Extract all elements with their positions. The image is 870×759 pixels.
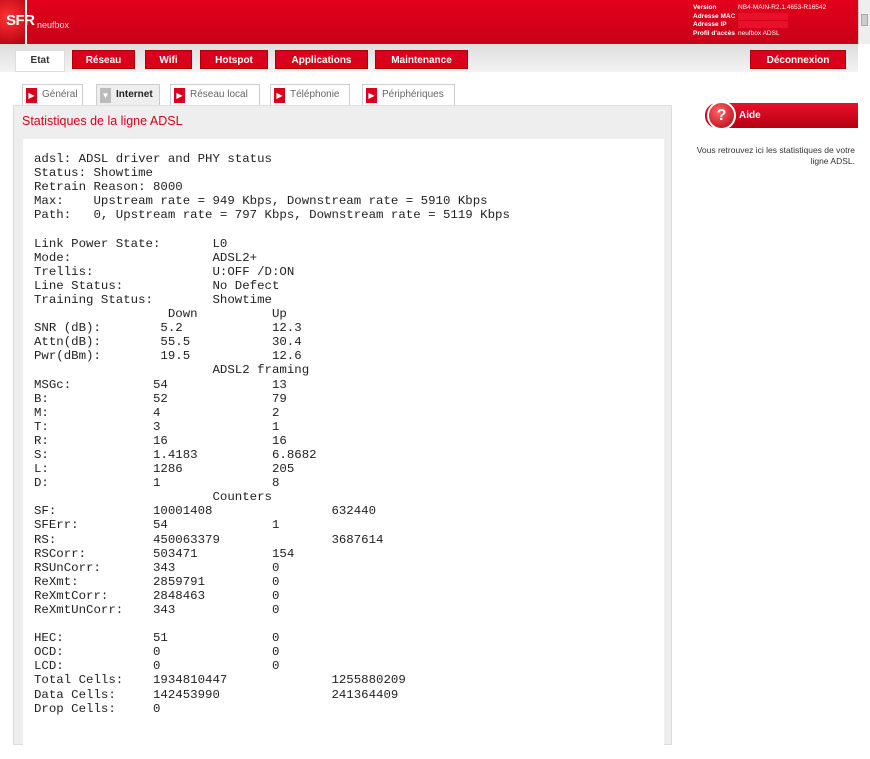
help-button[interactable]: ? Aide bbox=[705, 101, 858, 130]
info-mac: Adresse MAC bbox=[693, 12, 826, 22]
info-profile: Profil d'accès neufbox ADSL bbox=[693, 29, 780, 37]
subtab-peripheriques[interactable]: ▶ Périphériques bbox=[362, 84, 455, 105]
scrollbar-thumb[interactable] bbox=[861, 14, 868, 26]
subtab-general[interactable]: ▶ Général bbox=[22, 84, 83, 105]
header: SFR neufbox Version NB4-MAIN-R2.1.4653-R1… bbox=[0, 0, 858, 44]
tab-maintenance[interactable]: Maintenance bbox=[375, 50, 468, 69]
arrow-icon: ▶ bbox=[366, 88, 377, 103]
stats-content: adsl: ADSL driver and PHY status Status:… bbox=[23, 139, 664, 759]
scrollbar[interactable] bbox=[858, 0, 870, 44]
tab-etat[interactable]: Etat bbox=[15, 50, 65, 72]
arrow-icon: ▼ bbox=[100, 88, 111, 103]
help-text: Vous retrouvez ici les statistiques de v… bbox=[696, 145, 855, 166]
info-ip: Adresse IP bbox=[693, 21, 826, 30]
question-icon: ? bbox=[707, 101, 736, 130]
tab-reseau[interactable]: Réseau bbox=[72, 50, 135, 69]
arrow-icon: ▶ bbox=[274, 88, 285, 103]
subtab-telephonie[interactable]: ▶ Téléphonie bbox=[270, 84, 350, 105]
page-title: Statistiques de la ligne ADSL bbox=[22, 114, 183, 128]
device-info: Version NB4-MAIN-R2.1.4653-R16542 Adresse… bbox=[693, 4, 826, 38]
adsl-stats-panel: Statistiques de la ligne ADSL adsl: ADSL… bbox=[13, 105, 672, 759]
arrow-icon: ▶ bbox=[26, 88, 37, 103]
sfr-logo: SFR bbox=[0, 0, 35, 44]
subtab-internet[interactable]: ▼ Internet bbox=[96, 84, 160, 105]
info-version: Version NB4-MAIN-R2.1.4653-R16542 bbox=[693, 4, 827, 11]
tab-wifi[interactable]: Wifi bbox=[145, 50, 192, 69]
logout-button[interactable]: Déconnexion bbox=[750, 50, 846, 69]
subtab-reseau-local[interactable]: ▶ Réseau local bbox=[170, 84, 260, 105]
redacted-value bbox=[738, 12, 788, 20]
adsl-status-output: adsl: ADSL driver and PHY status Status:… bbox=[34, 152, 510, 716]
main-nav: Etat Réseau Wifi Hotspot Applications Ma… bbox=[0, 44, 858, 72]
tab-hotspot[interactable]: Hotspot bbox=[200, 50, 268, 69]
tab-applications[interactable]: Applications bbox=[275, 50, 368, 69]
brand-name: neufbox bbox=[37, 20, 70, 30]
arrow-icon: ▶ bbox=[174, 88, 185, 103]
redacted-value bbox=[738, 21, 788, 29]
